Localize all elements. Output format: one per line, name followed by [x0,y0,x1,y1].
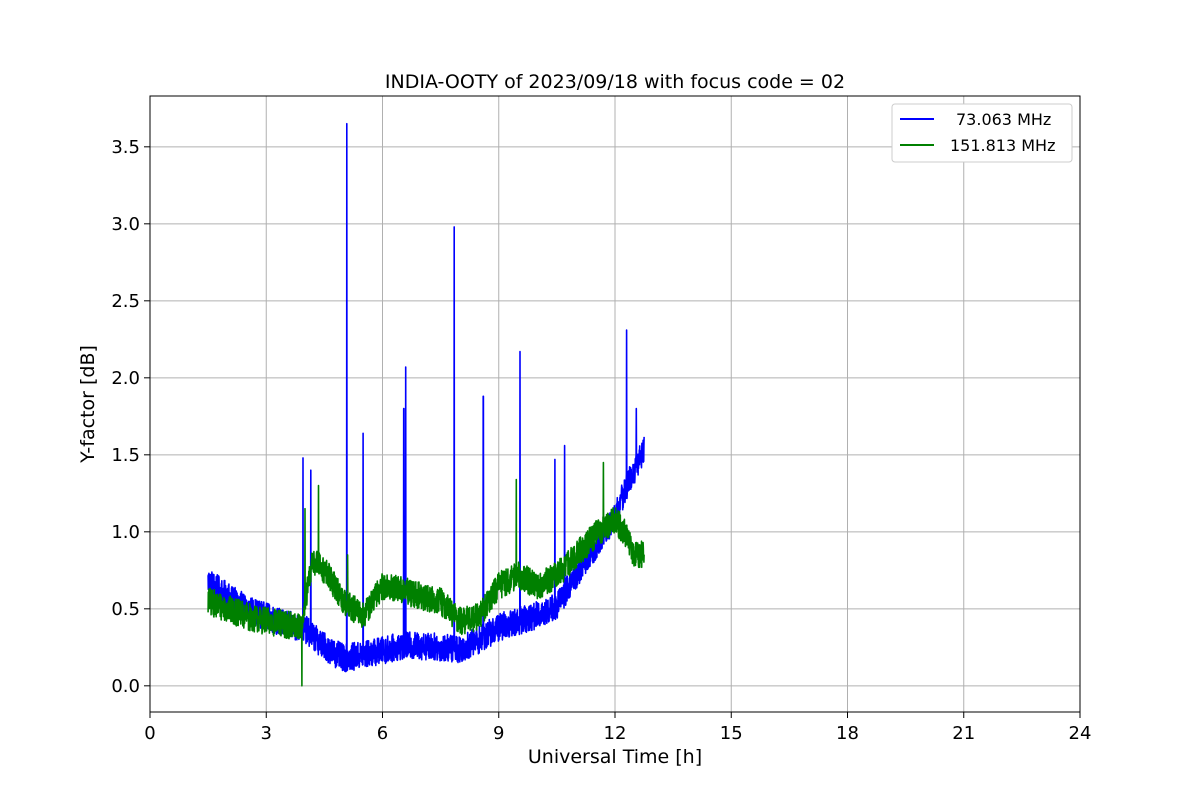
legend-label-151mhz: 151.813 MHz [950,136,1055,155]
x-tick-label: 9 [493,723,504,744]
y-tick-label: 1.0 [111,522,140,543]
x-axis-label: Universal Time [h] [528,746,702,768]
y-tick-label: 1.5 [111,445,140,466]
series-layer [207,122,645,687]
x-tick-label: 24 [1069,723,1092,744]
x-axis-ticks: 0 3 6 9 12 15 18 21 24 [144,712,1091,744]
x-tick-label: 15 [720,723,743,744]
y-tick-label: 2.0 [111,368,140,389]
y-tick-label: 3.0 [111,214,140,235]
chart-title: INDIA-OOTY of 2023/09/18 with focus code… [385,71,845,93]
y-tick-label: 3.5 [111,137,140,158]
x-tick-label: 6 [377,723,388,744]
x-tick-label: 0 [144,723,155,744]
x-tick-label: 12 [604,723,627,744]
y-tick-label: 0.5 [111,599,140,620]
x-tick-label: 3 [261,723,272,744]
legend: 73.063 MHz 151.813 MHz [891,103,1073,163]
legend-box [891,103,1073,163]
y-tick-label: 0.0 [111,676,140,697]
y-axis-ticks: 0.0 0.5 1.0 1.5 2.0 2.5 3.0 3.5 [111,137,150,697]
y-axis-label: Y-factor [dB] [77,345,99,464]
y-tick-label: 2.5 [111,291,140,312]
legend-label-73mhz: 73.063 MHz [956,110,1051,129]
series-line-151813mhz [207,461,645,687]
x-tick-label: 21 [952,723,975,744]
x-tick-label: 18 [836,723,859,744]
